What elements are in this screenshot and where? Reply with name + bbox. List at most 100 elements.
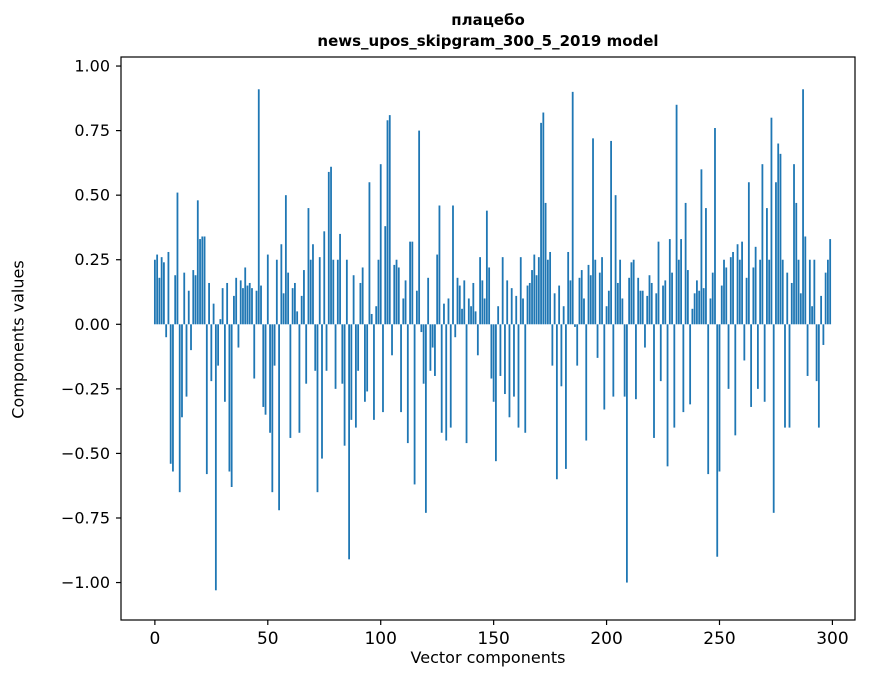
bar — [479, 257, 481, 325]
bar — [251, 288, 253, 325]
bar — [630, 262, 633, 325]
bar — [242, 288, 244, 325]
bar — [350, 324, 353, 420]
bar — [781, 259, 784, 325]
bar — [172, 324, 174, 472]
bar — [578, 277, 581, 325]
bar — [585, 324, 588, 441]
bar — [375, 306, 378, 325]
bar — [763, 324, 766, 402]
bar — [682, 324, 685, 413]
bar — [190, 324, 192, 351]
bar — [659, 324, 662, 382]
y-tick-label: 0.25 — [74, 250, 110, 269]
bar — [736, 244, 739, 325]
bar — [824, 272, 827, 325]
bar — [237, 324, 240, 348]
bar — [278, 324, 280, 511]
bar — [434, 324, 436, 376]
bar — [797, 259, 800, 325]
bar — [565, 324, 567, 469]
bar — [153, 259, 156, 325]
chart-title: плацебо news_upos_skipgram_300_5_2019 mo… — [121, 10, 855, 52]
bar — [303, 270, 305, 325]
bar — [181, 324, 183, 418]
bar — [804, 236, 807, 325]
bar — [402, 298, 405, 325]
bar — [716, 324, 719, 557]
bar — [427, 277, 430, 325]
bar — [269, 324, 271, 433]
bar — [174, 275, 177, 325]
bar — [535, 275, 538, 325]
bar — [558, 285, 561, 325]
bar — [156, 254, 159, 325]
bar — [447, 298, 450, 325]
bar — [291, 288, 294, 325]
bar — [305, 324, 308, 384]
bar — [472, 282, 475, 325]
bar — [210, 324, 213, 382]
bar — [709, 298, 712, 325]
bar — [205, 324, 208, 475]
bar — [226, 282, 229, 325]
bar — [169, 324, 172, 464]
bar — [743, 324, 746, 361]
bar — [522, 298, 524, 325]
bar — [429, 324, 432, 371]
bar — [549, 251, 552, 325]
bar — [510, 288, 513, 325]
bar — [406, 324, 409, 444]
bar — [750, 324, 753, 407]
bar — [705, 208, 707, 325]
bar — [621, 298, 624, 325]
bar — [413, 324, 416, 485]
bar — [546, 259, 549, 325]
bar — [711, 272, 714, 325]
bar — [415, 290, 418, 325]
bar — [284, 195, 287, 325]
bar — [246, 285, 249, 325]
bar — [644, 324, 646, 348]
bar — [641, 290, 644, 325]
bar — [343, 324, 346, 446]
bar — [400, 324, 402, 413]
bar — [352, 275, 355, 325]
bar — [519, 257, 522, 325]
bar — [497, 306, 500, 325]
bar — [553, 293, 556, 325]
bar — [373, 324, 375, 420]
x-tick-label: 0 — [149, 629, 160, 649]
bar — [476, 324, 479, 356]
bar — [461, 308, 463, 325]
bar — [185, 324, 188, 397]
bar — [517, 324, 520, 428]
bar — [637, 277, 640, 325]
bar — [273, 324, 276, 366]
bar — [262, 324, 265, 407]
bar — [418, 130, 421, 325]
bar — [327, 171, 330, 325]
bar — [779, 153, 782, 325]
bar — [759, 259, 762, 325]
bar — [628, 277, 631, 325]
bar — [395, 259, 398, 325]
bar — [601, 257, 603, 325]
bar — [795, 202, 798, 325]
bar — [424, 324, 427, 513]
y-tick-label: 1.00 — [74, 57, 110, 76]
bar — [515, 295, 518, 325]
x-axis-label: Vector components — [410, 648, 566, 667]
bar — [379, 164, 382, 325]
bar — [474, 311, 477, 325]
bar — [404, 280, 407, 325]
bar — [366, 324, 369, 392]
bar — [784, 324, 786, 428]
bar — [323, 231, 326, 325]
bar — [481, 280, 484, 325]
bar — [822, 324, 825, 345]
bar — [723, 259, 725, 325]
bar — [612, 324, 615, 397]
bar — [594, 259, 597, 325]
bar — [802, 89, 804, 325]
